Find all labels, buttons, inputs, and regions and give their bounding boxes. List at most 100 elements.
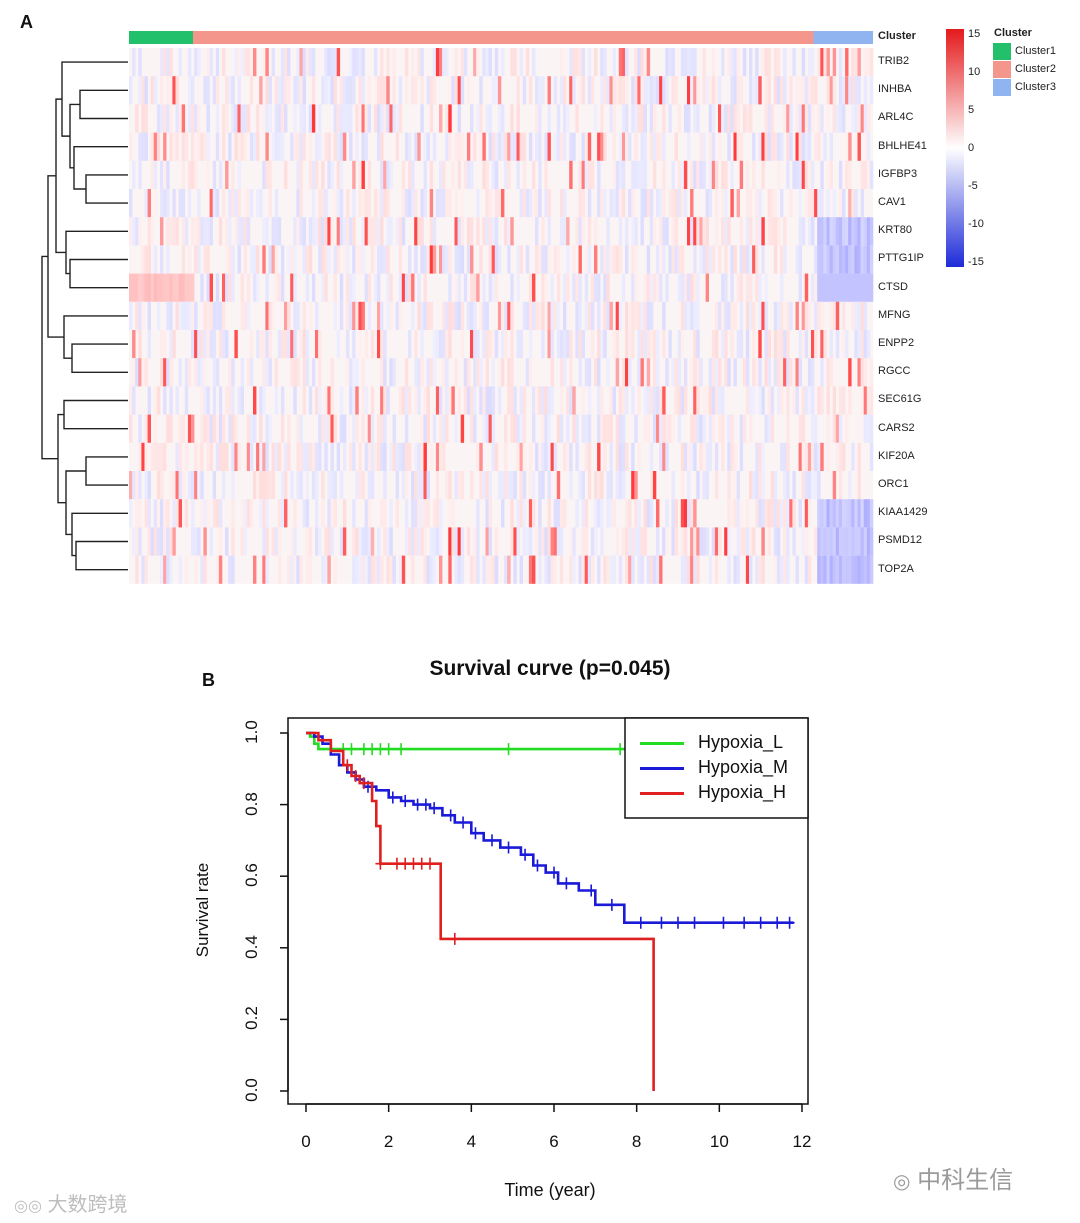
heatmap-cell <box>296 160 300 189</box>
censor-mark <box>412 798 423 811</box>
heatmap-cell <box>590 160 595 189</box>
heatmap-cell <box>652 160 657 189</box>
heatmap-cell <box>652 330 657 359</box>
heatmap-cell <box>268 160 272 189</box>
heatmap-cell <box>339 301 344 330</box>
heatmap-cell <box>401 273 406 302</box>
heatmap-cell <box>798 189 802 218</box>
heatmap-cell <box>491 358 496 387</box>
panel-a-label: A <box>20 12 33 32</box>
heatmap-cell <box>463 160 468 189</box>
heatmap-cell <box>714 301 719 330</box>
heatmap-cell <box>566 245 570 274</box>
heatmap-cell <box>271 301 275 330</box>
heatmap-cell <box>308 555 313 584</box>
heatmap-cell <box>773 555 778 584</box>
heatmap-cell <box>786 386 790 415</box>
heatmap-cell <box>373 189 378 218</box>
heatmap-cell <box>863 386 868 415</box>
heatmap-cell <box>284 104 288 133</box>
heatmap-cell <box>423 499 427 528</box>
heatmap-cell <box>160 358 164 387</box>
heatmap-cell <box>618 132 623 161</box>
heatmap-cell <box>228 555 232 584</box>
heatmap-cell <box>194 160 198 189</box>
heatmap-cell <box>253 386 257 415</box>
heatmap-cell <box>845 76 849 105</box>
heatmap-cell <box>826 160 830 189</box>
heatmap-cell <box>287 245 291 274</box>
censor-mark <box>325 743 336 756</box>
heatmap-cell <box>256 330 260 359</box>
heatmap-cell <box>693 160 697 189</box>
heatmap-cell <box>342 217 347 246</box>
wechat-logo-icon: ◎◎ <box>14 1198 42 1215</box>
heatmap-cell <box>662 386 666 415</box>
heatmap-cell <box>798 160 802 189</box>
heatmap-cell <box>711 386 716 415</box>
heatmap-cell <box>482 471 486 500</box>
heatmap-cell <box>454 217 458 246</box>
heatmap-cell <box>290 245 294 274</box>
heatmap-cell <box>442 442 446 471</box>
heatmap-cell <box>172 499 176 528</box>
heatmap-cell <box>466 76 471 105</box>
heatmap-cell <box>559 499 564 528</box>
heatmap-cell <box>166 104 170 133</box>
heatmap-cell <box>290 273 294 302</box>
heatmap-cell <box>690 160 694 189</box>
heatmap-cell <box>643 273 647 302</box>
heatmap-cell <box>277 217 282 246</box>
heatmap-cell <box>572 273 576 302</box>
heatmap-cell <box>559 132 564 161</box>
heatmap-cell <box>736 527 740 556</box>
heatmap-cell <box>674 527 678 556</box>
heatmap-cell <box>869 48 874 77</box>
heatmap-cell <box>835 245 840 274</box>
heatmap-cell <box>597 471 601 500</box>
heatmap-cell <box>420 414 424 443</box>
heatmap-cell <box>485 386 489 415</box>
heatmap-cell <box>854 76 858 105</box>
heatmap-cell <box>795 555 799 584</box>
heatmap-cell <box>631 217 635 246</box>
heatmap-cell <box>618 245 623 274</box>
heatmap-cell <box>352 76 356 105</box>
heatmap-cell <box>532 386 536 415</box>
heatmap-cell <box>479 76 483 105</box>
heatmap-cell <box>683 555 688 584</box>
heatmap-cell <box>259 386 263 415</box>
heatmap-cell <box>231 189 235 218</box>
heatmap-cell <box>200 471 204 500</box>
heatmap-cell <box>336 245 341 274</box>
heatmap-cell <box>280 386 285 415</box>
heatmap-cell <box>683 104 688 133</box>
heatmap-cell <box>525 48 530 77</box>
heatmap-cell <box>615 414 620 443</box>
heatmap-cell <box>538 245 542 274</box>
heatmap-cell <box>361 48 365 77</box>
heatmap-cell <box>733 132 737 161</box>
heatmap-cell <box>733 358 737 387</box>
heatmap-cell <box>643 414 647 443</box>
heatmap-cell <box>234 414 238 443</box>
heatmap-cell <box>594 273 598 302</box>
heatmap-cell <box>411 499 415 528</box>
heatmap-cell <box>197 471 201 500</box>
heatmap-cell <box>333 104 337 133</box>
heatmap-cell <box>330 471 334 500</box>
heatmap-cell <box>547 189 551 218</box>
heatmap-cell <box>476 499 480 528</box>
heatmap-cell <box>631 104 635 133</box>
heatmap-cell <box>451 499 455 528</box>
heatmap-cell <box>377 104 381 133</box>
heatmap-cell <box>860 555 864 584</box>
heatmap-cell <box>203 386 207 415</box>
heatmap-cell <box>411 76 415 105</box>
heatmap-cell <box>141 301 145 330</box>
heatmap-cell <box>408 132 412 161</box>
heatmap-cell <box>342 499 347 528</box>
heatmap-cell <box>842 76 846 105</box>
heatmap-cell <box>733 76 737 105</box>
heatmap-cell <box>718 76 722 105</box>
